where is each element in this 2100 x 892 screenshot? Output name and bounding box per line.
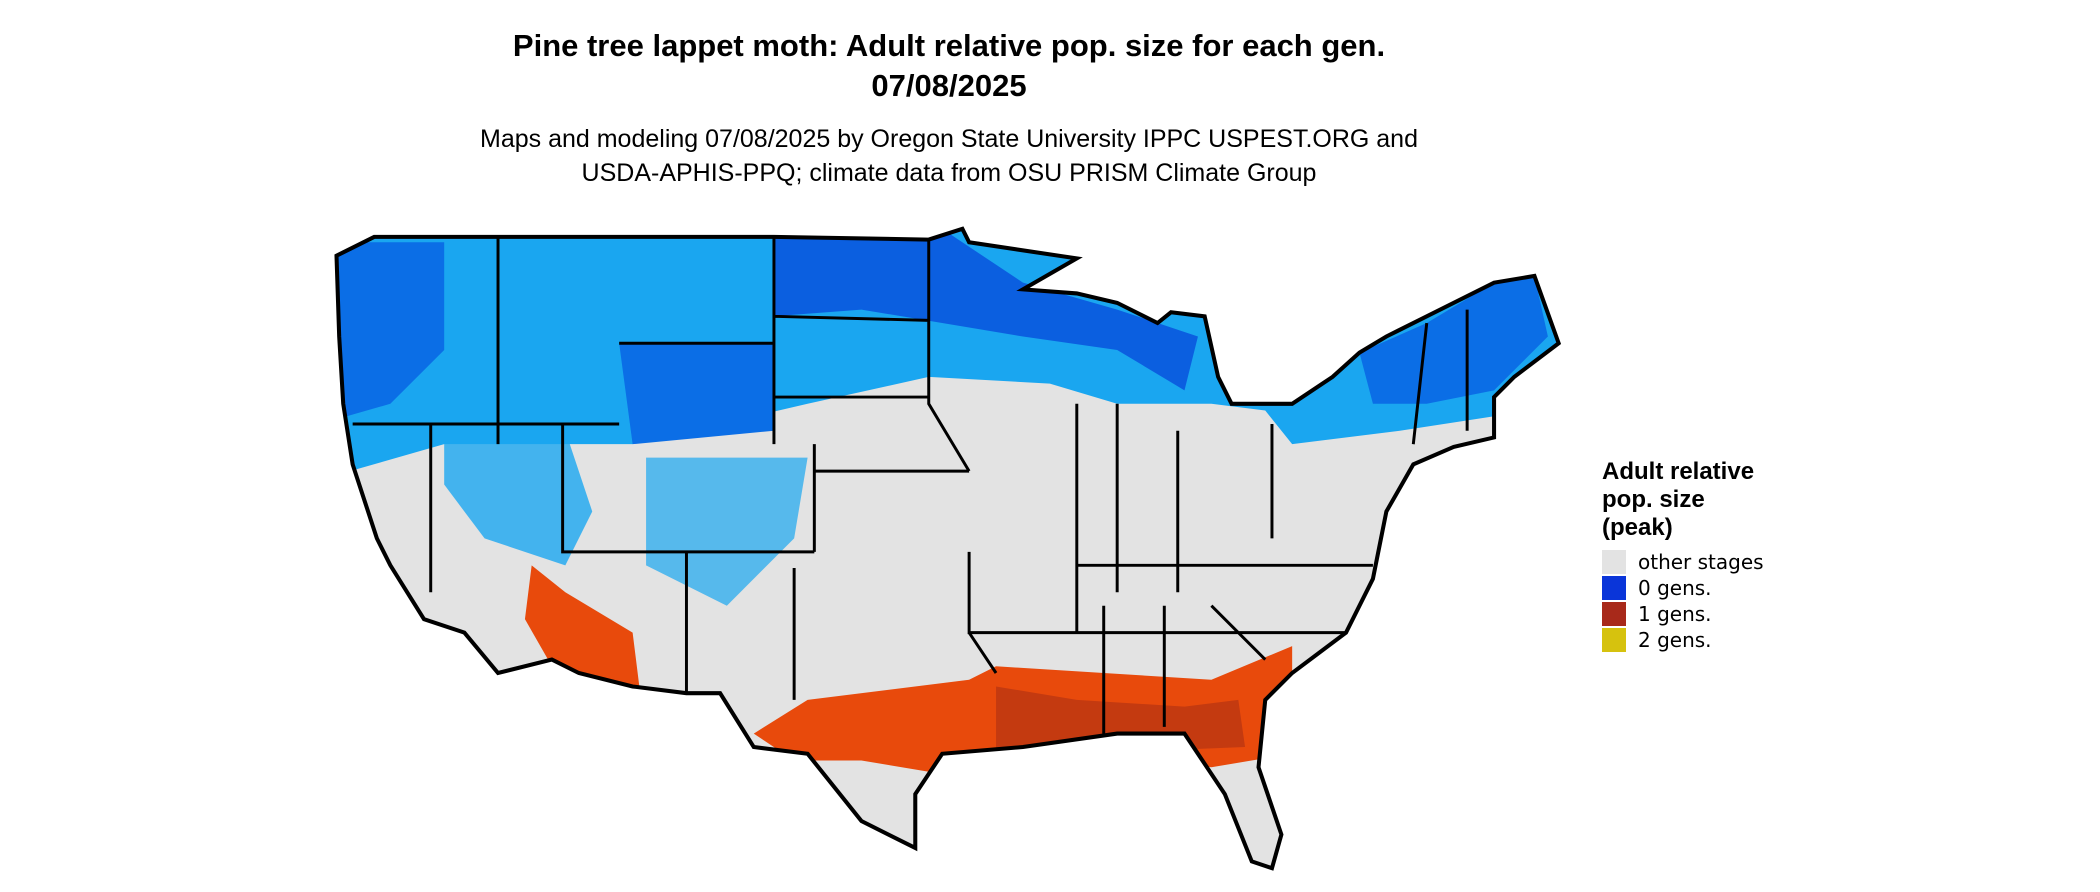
legend-swatch [1602,550,1626,574]
region-blue-patch [444,430,593,566]
subtitle: Maps and modeling 07/08/2025 by Oregon S… [480,125,1418,153]
legend-swatch [1602,628,1626,652]
legend-label: 1 gens. [1638,602,1712,626]
legend-swatch [1602,576,1626,600]
legend-title: (peak) [1602,514,1673,541]
legend-title: pop. size [1602,486,1705,513]
region-dark-blue [619,343,774,445]
legend-label: 2 gens. [1638,628,1712,652]
title-date: 07/08/2025 [871,68,1026,103]
legend-label: 0 gens. [1638,576,1712,600]
region-dark-blue [1359,275,1548,404]
map [323,215,1575,888]
state-lines [352,236,1469,734]
region-dark-blue [773,228,1198,391]
region-dark-blue [336,242,445,418]
legend-swatch [1602,602,1626,626]
legend-title: Adult relative [1602,458,1754,485]
titles: Pine tree lappet moth: Adult relative po… [480,28,1418,187]
region-orange [524,565,640,687]
legend-label: other stages [1638,550,1764,574]
subtitle: USDA-APHIS-PPQ; climate data from OSU PR… [582,159,1317,187]
map-fill [336,228,1559,869]
title: Pine tree lappet moth: Adult relative po… [513,28,1385,63]
